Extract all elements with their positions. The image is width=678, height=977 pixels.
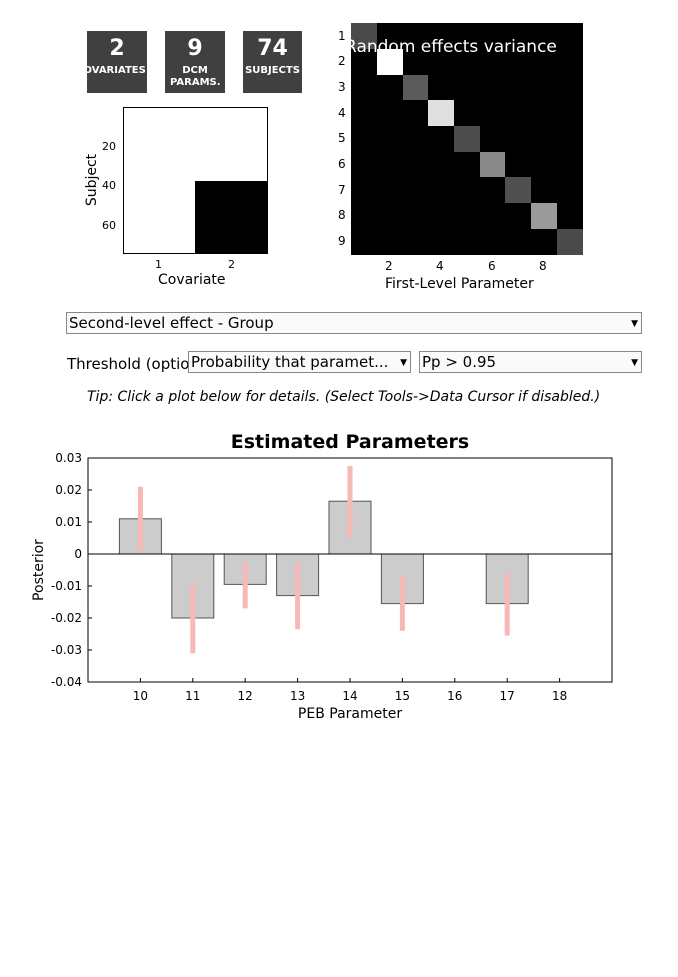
x-tick-label: 16: [447, 689, 462, 703]
variance-cell-9: [557, 229, 583, 255]
variance-cell-1: [351, 23, 377, 49]
var-ytick-7: 7: [338, 183, 346, 197]
x-tick-label: 11: [185, 689, 200, 703]
y-axis-label: Posterior: [31, 539, 47, 601]
x-tick-label: 17: [500, 689, 515, 703]
dm-xlabel: Covariate: [158, 272, 226, 288]
chevron-down-icon: ▼: [631, 319, 638, 329]
y-tick-label: -0.03: [51, 643, 82, 657]
var-ytick-1: 1: [338, 29, 346, 43]
subjects-tile: 74 SUBJECTS: [243, 31, 302, 93]
var-ytick-5: 5: [338, 131, 346, 145]
dm-ytick-60: 60: [102, 219, 116, 232]
x-tick-label: 15: [395, 689, 410, 703]
x-axis-label: PEB Parameter: [298, 706, 402, 722]
covariates-count: 2: [109, 36, 125, 61]
var-ytick-8: 8: [338, 208, 346, 222]
x-tick-label: 13: [290, 689, 305, 703]
x-tick-label: 10: [133, 689, 148, 703]
dm-ylabel: Subject: [84, 153, 101, 207]
tip-text: Tip: Click a plot below for details. (Se…: [87, 389, 601, 405]
dm-xtick-2: 2: [228, 258, 235, 271]
subjects-label: SUBJECTS: [245, 65, 300, 76]
var-ytick-9: 9: [338, 234, 346, 248]
variance-cell-2: [377, 49, 403, 75]
threshold-value-value: Pp > 0.95: [422, 353, 497, 371]
variance-cell-7: [505, 177, 531, 203]
variance-cell-3: [403, 75, 428, 100]
var-xtick-2: 2: [385, 259, 393, 273]
y-tick-label: -0.02: [51, 611, 82, 625]
var-xtick-8: 8: [539, 259, 547, 273]
x-tick-label: 18: [552, 689, 567, 703]
variance-cell-5: [454, 126, 480, 152]
threshold-type-value: Probability that paramet...: [191, 353, 389, 371]
dcm-params-label: DCM PARAMS.: [170, 65, 221, 88]
var-ytick-2: 2: [338, 54, 346, 68]
threshold-value-select[interactable]: Pp > 0.95 ▼: [419, 351, 642, 373]
threshold-label: Threshold (optional):: [67, 355, 189, 373]
covariates-label: COVARIATES: [87, 65, 146, 76]
var-ytick-3: 3: [338, 80, 346, 94]
subjects-count: 74: [257, 36, 288, 61]
dcm-params-tile: 9 DCM PARAMS.: [165, 31, 225, 93]
variance-plot[interactable]: Random effects variance: [345, 23, 583, 255]
y-tick-label: -0.01: [51, 579, 82, 593]
threshold-label-wrap: Threshold (optional):: [67, 354, 189, 373]
variance-cell-4: [428, 100, 454, 126]
estimated-parameters-chart[interactable]: Estimated Parameters 0.03 0.02 0.01 0 -0.01 -0…: [0, 420, 678, 730]
chart-title: Estimated Parameters: [231, 431, 469, 453]
x-tick-label: 12: [238, 689, 253, 703]
chevron-down-icon: ▼: [400, 358, 407, 368]
dm-xtick-1: 1: [155, 258, 162, 271]
y-tick-label: 0: [74, 547, 82, 561]
y-tick-label: 0.03: [55, 451, 82, 465]
x-tick-label: 14: [342, 689, 357, 703]
var-ytick-6: 6: [338, 157, 346, 171]
y-tick-label: 0.02: [55, 483, 82, 497]
var-ytick-4: 4: [338, 106, 346, 120]
design-matrix-col2-black: [195, 181, 267, 253]
design-matrix-plot[interactable]: [123, 107, 268, 254]
covariates-tile: 2 COVARIATES: [87, 31, 147, 93]
y-tick-label: 0.01: [55, 515, 82, 529]
var-xtick-6: 6: [488, 259, 496, 273]
dm-ytick-40: 40: [102, 179, 116, 192]
variance-cell-6: [480, 152, 505, 177]
variance-cell-8: [531, 203, 557, 229]
y-tick-label: -0.04: [51, 675, 82, 689]
chevron-down-icon: ▼: [631, 358, 638, 368]
threshold-type-select[interactable]: Probability that paramet... ▼: [188, 351, 411, 373]
dm-ytick-20: 20: [102, 140, 116, 153]
effect-select-value: Second-level effect - Group: [69, 314, 274, 332]
effect-select[interactable]: Second-level effect - Group ▼: [66, 312, 642, 334]
variance-title: Random effects variance: [345, 37, 557, 57]
dcm-params-count: 9: [187, 36, 203, 61]
var-xtick-4: 4: [436, 259, 444, 273]
design-matrix-col1: [124, 108, 195, 253]
variance-xlabel: First-Level Parameter: [385, 276, 534, 292]
